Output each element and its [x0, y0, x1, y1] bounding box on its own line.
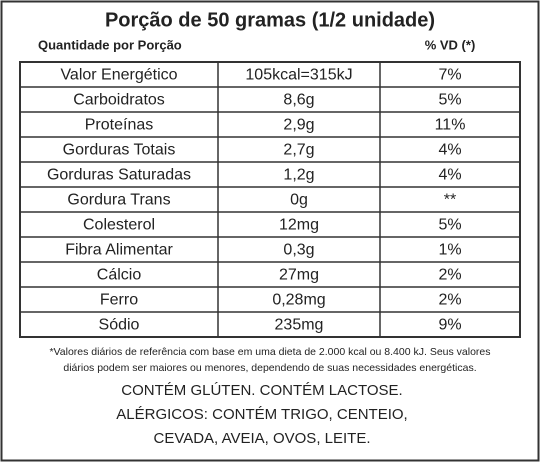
table-cell: Cálcio [97, 267, 142, 284]
allergen-line: CEVADA, AVEIA, OVOS, LEITE. [153, 430, 370, 447]
table-cell: 27mg [279, 267, 319, 284]
title: Porção de 50 gramas (1/2 unidade) [105, 9, 435, 31]
table-cell: 12mg [279, 217, 319, 234]
table-cell: 5% [438, 217, 461, 234]
footnote: *Valores diários de referência com base … [49, 346, 490, 358]
table-cell: 2% [438, 292, 461, 309]
table-cell: Sódio [99, 317, 140, 334]
table-cell: 0g [290, 192, 308, 209]
table-cell: ** [444, 192, 456, 209]
allergen-line: ALÉRGICOS: CONTÉM TRIGO, CENTEIO, [116, 406, 407, 423]
table-cell: 2% [438, 267, 461, 284]
table-cell: 0,3g [283, 242, 314, 259]
footnote: diários podem ser maiores ou menores, de… [63, 362, 476, 374]
table-cell: Gorduras Saturadas [47, 167, 191, 184]
table-cell: Fibra Alimentar [65, 242, 173, 259]
table-cell: 11% [435, 117, 466, 134]
quantity-label: Quantidade por Porção [38, 37, 182, 52]
table-cell: 1,2g [283, 167, 314, 184]
table-cell: Gordura Trans [67, 192, 170, 209]
table-cell: 2,9g [283, 117, 314, 134]
table-cell: 8,6g [283, 92, 314, 109]
table-cell: 1% [438, 242, 461, 259]
allergen-line: CONTÉM GLÚTEN. CONTÉM LACTOSE. [121, 382, 402, 399]
vd-label: % VD (*) [425, 37, 476, 52]
table-cell: 2,7g [283, 142, 314, 159]
table-cell: 5% [438, 92, 461, 109]
table-cell: Ferro [100, 292, 138, 309]
table-cell: Gorduras Totais [63, 142, 176, 159]
table-cell: 4% [438, 167, 461, 184]
table-cell: Valor Energético [60, 67, 177, 84]
table-border [19, 61, 521, 338]
table-cell: 9% [438, 317, 461, 334]
table-cell: 105kcal=315kJ [245, 67, 352, 84]
table-cell: Proteínas [85, 117, 153, 134]
table-cell: 4% [438, 142, 461, 159]
table-cell: Colesterol [83, 217, 155, 234]
table-cell: 0,28mg [272, 292, 325, 309]
table-cell: Carboidratos [73, 92, 165, 109]
table-cell: 235mg [275, 317, 324, 334]
table-cell: 7% [438, 67, 461, 84]
